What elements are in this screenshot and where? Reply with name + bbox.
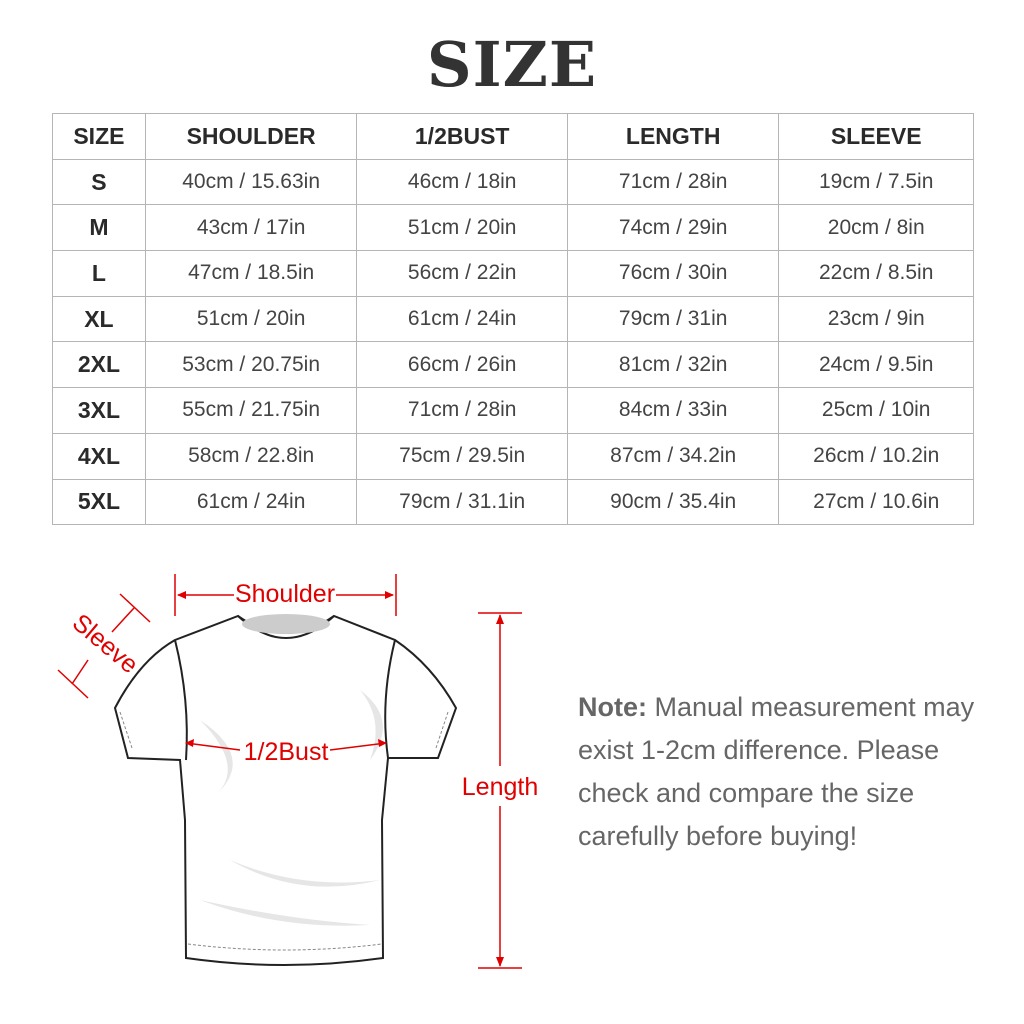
- measurement-cell: 87cm / 34.2in: [566, 432, 780, 480]
- note: Note: Manual measurement may exist 1-2cm…: [578, 686, 998, 858]
- tshirt-diagram: Shoulder Sleeve 1/2Bust Length: [57, 574, 538, 969]
- bust-label: 1/2Bust: [244, 738, 329, 766]
- size-cell: 5XL: [52, 478, 146, 526]
- table-row: 2XL 53cm / 20.75in 66cm / 26in 81cm / 32in 2…: [52, 341, 974, 389]
- length-label: Length: [462, 773, 538, 801]
- note-text: Manual measurement may exist 1-2cm diffe…: [578, 692, 975, 851]
- measurement-cell: 61cm / 24in: [356, 295, 568, 343]
- measurement-cell: 43cm / 17in: [144, 204, 358, 252]
- size-cell: L: [52, 250, 146, 297]
- size-cell: XL: [52, 295, 146, 343]
- table-row: 4XL 58cm / 22.8in 75cm / 29.5in 87cm / 34.2…: [52, 432, 974, 480]
- bust-measure: [185, 739, 387, 751]
- measurement-cell: 66cm / 26in: [356, 341, 568, 389]
- table-row: L 47cm / 18.5in 56cm / 22in 76cm / 30in 22cm…: [52, 250, 974, 297]
- measurement-cell: 58cm / 22.8in: [144, 432, 358, 480]
- measurement-cell: 25cm / 10in: [778, 387, 974, 434]
- measurement-cell: 90cm / 35.4in: [566, 478, 780, 526]
- header-shoulder: SHOULDER: [144, 113, 358, 160]
- measurement-cell: 74cm / 29in: [566, 204, 780, 252]
- header-sleeve: SLEEVE: [778, 113, 974, 160]
- table-row: 3XL 55cm / 21.75in 71cm / 28in 84cm / 33in 2…: [52, 387, 974, 434]
- measurement-cell: 40cm / 15.63in: [144, 158, 358, 206]
- measurement-cell: 71cm / 28in: [566, 158, 780, 206]
- measurement-cell: 79cm / 31.1in: [356, 478, 568, 526]
- measurement-cell: 23cm / 9in: [778, 295, 974, 343]
- length-measure: [478, 612, 522, 969]
- measurement-cell: 19cm / 7.5in: [778, 158, 974, 206]
- measurement-cell: 81cm / 32in: [566, 341, 780, 389]
- measurement-cell: 20cm / 8in: [778, 204, 974, 252]
- table-row: S 40cm / 15.63in 46cm / 18in 71cm / 28in 19c…: [52, 158, 974, 206]
- sleeve-label: Sleeve: [67, 609, 144, 680]
- size-cell: S: [52, 158, 146, 206]
- shoulder-measure: [174, 574, 397, 616]
- size-table: SIZE SHOULDER 1/2BUST LENGTH SLEEVE S 40c…: [52, 113, 974, 526]
- table-header-row: SIZE SHOULDER 1/2BUST LENGTH SLEEVE: [52, 113, 974, 160]
- size-cell: M: [52, 204, 146, 252]
- note-label: Note:: [578, 692, 647, 722]
- size-cell: 3XL: [52, 387, 146, 434]
- measurement-cell: 26cm / 10.2in: [778, 432, 974, 480]
- measurement-cell: 51cm / 20in: [356, 204, 568, 252]
- shoulder-label: Shoulder: [235, 580, 335, 608]
- header-size: SIZE: [52, 113, 146, 160]
- measurement-cell: 71cm / 28in: [356, 387, 568, 434]
- page-title: SIZE: [426, 28, 598, 101]
- measurement-cell: 55cm / 21.75in: [144, 387, 358, 434]
- header-length: LENGTH: [566, 113, 780, 160]
- table-row: XL 51cm / 20in 61cm / 24in 79cm / 31in 23cm …: [52, 295, 974, 343]
- table-row: M 43cm / 17in 51cm / 20in 74cm / 29in 20cm /…: [52, 204, 974, 252]
- table-row: 5XL 61cm / 24in 79cm / 31.1in 90cm / 35.4in…: [52, 478, 974, 526]
- measurement-cell: 75cm / 29.5in: [356, 432, 568, 480]
- header-bust: 1/2BUST: [356, 113, 568, 160]
- measurement-cell: 56cm / 22in: [356, 250, 568, 297]
- measurement-cell: 53cm / 20.75in: [144, 341, 358, 389]
- measurement-cell: 76cm / 30in: [566, 250, 780, 297]
- measurement-cell: 46cm / 18in: [356, 158, 568, 206]
- sleeve-measure: [57, 593, 151, 699]
- tshirt-icon: [113, 614, 458, 966]
- size-cell: 2XL: [52, 341, 146, 389]
- measurement-cell: 47cm / 18.5in: [144, 250, 358, 297]
- measurement-cell: 61cm / 24in: [144, 478, 358, 526]
- measurement-cell: 79cm / 31in: [566, 295, 780, 343]
- measurement-cell: 22cm / 8.5in: [778, 250, 974, 297]
- measurement-cell: 27cm / 10.6in: [778, 478, 974, 526]
- measurement-cell: 24cm / 9.5in: [778, 341, 974, 389]
- size-cell: 4XL: [52, 432, 146, 480]
- measurement-cell: 51cm / 20in: [144, 295, 358, 343]
- measurement-cell: 84cm / 33in: [566, 387, 780, 434]
